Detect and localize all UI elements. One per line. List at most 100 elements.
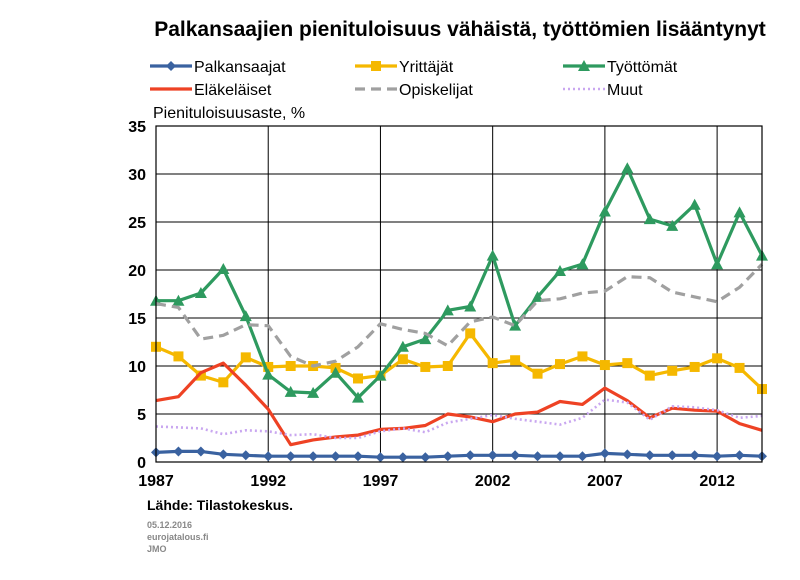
y-tick-label: 25 (128, 215, 146, 232)
y-tick-label: 5 (137, 407, 146, 424)
legend-item: Palkansaajat (150, 59, 286, 76)
data-point (711, 258, 724, 270)
x-tick-label: 1997 (363, 473, 399, 490)
data-point (173, 446, 184, 457)
data-point (374, 369, 387, 381)
data-point (442, 451, 453, 462)
data-point (487, 358, 498, 369)
series-line (156, 166, 764, 400)
x-tick-label: 1987 (138, 473, 174, 490)
data-point (308, 451, 319, 462)
series-line (155, 449, 763, 459)
legend-label: Muut (607, 82, 643, 99)
x-tick-label: 2012 (699, 473, 735, 490)
legend: Palkansaajat Yrittäjät Työttömät Eläkeläise… (150, 59, 678, 99)
data-point (375, 452, 386, 463)
data-point (262, 368, 275, 380)
data-point (688, 198, 701, 210)
site-note: eurojatalous.fi (147, 532, 209, 542)
legend-label: Työttömät (607, 59, 678, 76)
data-point (487, 450, 498, 461)
data-point (510, 450, 521, 461)
data-point (353, 451, 363, 462)
series-opiskelijat (155, 263, 764, 368)
data-point (173, 351, 184, 362)
legend-item: Opiskelijat (355, 82, 473, 99)
data-point (284, 385, 297, 397)
chart-title: Palkansaajien pienituloisuus vähäistä, t… (154, 18, 766, 41)
data-point (240, 450, 251, 461)
series-line (155, 398, 763, 440)
y-axis-label: Pienituloisuusaste, % (153, 105, 305, 122)
data-point (576, 258, 589, 270)
y-tick-label: 0 (137, 455, 146, 472)
data-point (420, 361, 431, 372)
data-point (510, 355, 521, 366)
y-tick-label: 35 (128, 119, 146, 136)
series-työttömät (150, 162, 768, 403)
data-point (644, 370, 655, 381)
data-point (285, 361, 296, 371)
data-point (218, 449, 229, 460)
data-point (734, 362, 745, 373)
y-tick-label: 30 (128, 167, 146, 184)
data-point (622, 358, 633, 369)
data-point (353, 373, 363, 384)
data-point (397, 354, 408, 365)
data-point (263, 361, 274, 372)
data-point (195, 446, 206, 457)
data-point (532, 451, 543, 462)
data-point (734, 450, 745, 461)
author-note: JMO (147, 544, 167, 554)
data-point (194, 287, 207, 299)
data-point (622, 449, 633, 460)
series-line (155, 263, 764, 368)
legend-marker (578, 60, 590, 71)
data-point (644, 450, 655, 461)
data-point (531, 290, 544, 302)
y-tick-label: 10 (128, 359, 146, 376)
data-point (172, 294, 185, 306)
x-tick-label: 1992 (250, 473, 286, 490)
data-point (465, 450, 476, 461)
legend-item: Yrittäjät (355, 59, 454, 76)
legend-marker (166, 61, 176, 71)
data-point (285, 451, 296, 462)
data-point (712, 451, 723, 462)
data-point (621, 162, 634, 174)
data-point (666, 219, 679, 231)
data-point (555, 451, 565, 462)
legend-label: Yrittäjät (399, 59, 454, 76)
data-point (667, 450, 678, 461)
data-point (217, 263, 230, 275)
legend-label: Eläkeläiset (194, 82, 272, 99)
data-point (329, 366, 342, 378)
legend-marker (371, 61, 381, 71)
series-palkansaajat (151, 446, 767, 463)
y-tick-label: 15 (128, 311, 146, 328)
data-point (555, 359, 565, 370)
legend-label: Opiskelijat (399, 82, 473, 99)
data-point (599, 448, 610, 459)
gridlines (156, 125, 762, 463)
data-point (532, 368, 543, 379)
data-point (420, 452, 431, 463)
data-point (577, 451, 588, 462)
series-line (155, 331, 764, 391)
legend-item: Eläkeläiset (150, 82, 272, 99)
data-point (689, 450, 700, 461)
data-point (419, 333, 432, 345)
data-point (396, 340, 409, 352)
data-point (509, 319, 522, 331)
date-note: 05.12.2016 (147, 520, 192, 530)
legend-item: Muut (563, 82, 643, 99)
data-point (441, 304, 454, 316)
data-point (307, 386, 320, 398)
data-point (598, 205, 611, 217)
data-point (486, 249, 499, 261)
data-point (195, 370, 206, 381)
data-point (733, 206, 746, 218)
data-point (239, 310, 252, 322)
data-point (464, 300, 477, 312)
data-point (442, 361, 453, 371)
